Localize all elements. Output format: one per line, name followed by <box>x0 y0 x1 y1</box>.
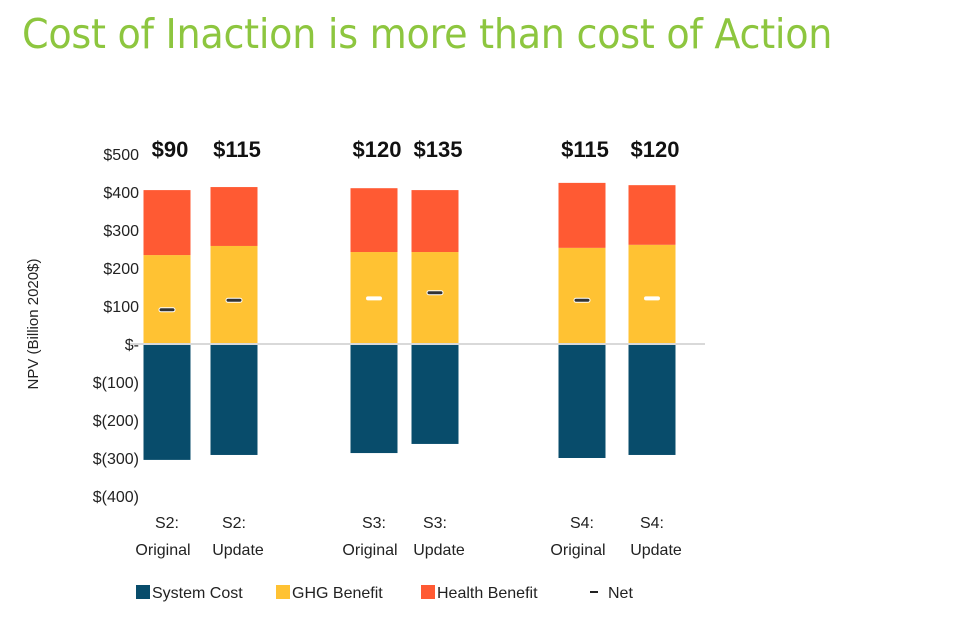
legend-label: System Cost <box>152 585 243 602</box>
bar-system-cost <box>558 345 606 458</box>
category-label-scenario: S3: <box>423 515 447 532</box>
legend-label: GHG Benefit <box>292 585 383 602</box>
legend-swatch <box>276 585 290 599</box>
total-label: $120 <box>631 137 680 162</box>
bar-system-cost <box>210 345 258 455</box>
y-tick-label: $100 <box>103 299 139 316</box>
net-marker <box>225 297 243 303</box>
legend-dash <box>590 591 598 593</box>
y-tick-label: $(300) <box>93 451 139 468</box>
bar-health-benefit <box>210 187 258 246</box>
y-axis: $500 $400 $300 $200 $100 $- $(100) $(200) $(300)… <box>93 147 139 506</box>
total-label: $115 <box>561 137 609 162</box>
y-tick-label: $500 <box>103 147 139 164</box>
total-label: $120 <box>353 137 402 162</box>
legend: System Cost GHG Benefit Health Benefit Net <box>136 585 633 602</box>
category-label-scenario: S4: <box>640 515 664 532</box>
category-label-version: Update <box>212 542 264 559</box>
legend-item-health-benefit: Health Benefit <box>421 585 538 602</box>
bar-health-benefit <box>143 190 191 256</box>
legend-item-net: Net <box>590 585 633 602</box>
bar-health-benefit <box>411 190 459 253</box>
category-label-scenario: S4: <box>570 515 594 532</box>
net-marker <box>573 297 591 303</box>
legend-label: Net <box>608 585 633 602</box>
category-label-scenario: S2: <box>222 515 246 532</box>
bar-health-benefit <box>628 185 676 245</box>
slide-title: Cost of Inaction is more than cost of Ac… <box>22 10 833 58</box>
category-label-version: Original <box>550 542 605 559</box>
total-labels: $90 $115 $120 $135 $115 $120 <box>152 137 680 162</box>
y-tick-label: $(100) <box>93 375 139 392</box>
y-axis-title: NPV (Billion 2020$) <box>25 259 42 390</box>
category-label-version: Update <box>630 542 682 559</box>
y-tick-label: $- <box>125 337 139 354</box>
legend-swatch <box>136 585 150 599</box>
net-marker <box>158 307 176 313</box>
y-tick-label: $400 <box>103 185 139 202</box>
legend-label: Health Benefit <box>437 585 538 602</box>
legend-item-system-cost: System Cost <box>136 585 243 602</box>
bar-ghg-benefit <box>210 245 258 343</box>
bar-ghg-benefit <box>411 252 459 343</box>
bar-system-cost <box>350 345 398 454</box>
net-marker <box>644 296 660 301</box>
net-marker <box>426 290 444 296</box>
legend-swatch <box>421 585 435 599</box>
bar-ghg-benefit <box>558 247 606 343</box>
total-label: $135 <box>414 137 463 162</box>
bar-system-cost <box>628 345 676 455</box>
y-tick-label: $(200) <box>93 413 139 430</box>
net-marker <box>366 296 382 301</box>
bar-ghg-benefit <box>143 255 191 343</box>
total-label: $115 <box>213 137 261 162</box>
category-label-version: Update <box>413 542 465 559</box>
category-label-version: Original <box>342 542 397 559</box>
category-labels: S2: Original S2: Update S3: Original S3: Update… <box>135 515 681 559</box>
bar-health-benefit <box>350 188 398 253</box>
total-label: $90 <box>152 137 189 162</box>
y-tick-label: $(400) <box>93 489 139 506</box>
y-tick-label: $300 <box>103 223 139 240</box>
category-label-scenario: S3: <box>362 515 386 532</box>
bar-health-benefit <box>558 182 606 248</box>
bar-system-cost <box>411 345 459 444</box>
bars <box>143 182 676 460</box>
bar-ghg-benefit <box>628 244 676 343</box>
y-tick-label: $200 <box>103 261 139 278</box>
category-label-scenario: S2: <box>155 515 179 532</box>
legend-item-ghg-benefit: GHG Benefit <box>276 585 383 602</box>
bar-system-cost <box>143 345 191 460</box>
category-label-version: Original <box>135 542 190 559</box>
